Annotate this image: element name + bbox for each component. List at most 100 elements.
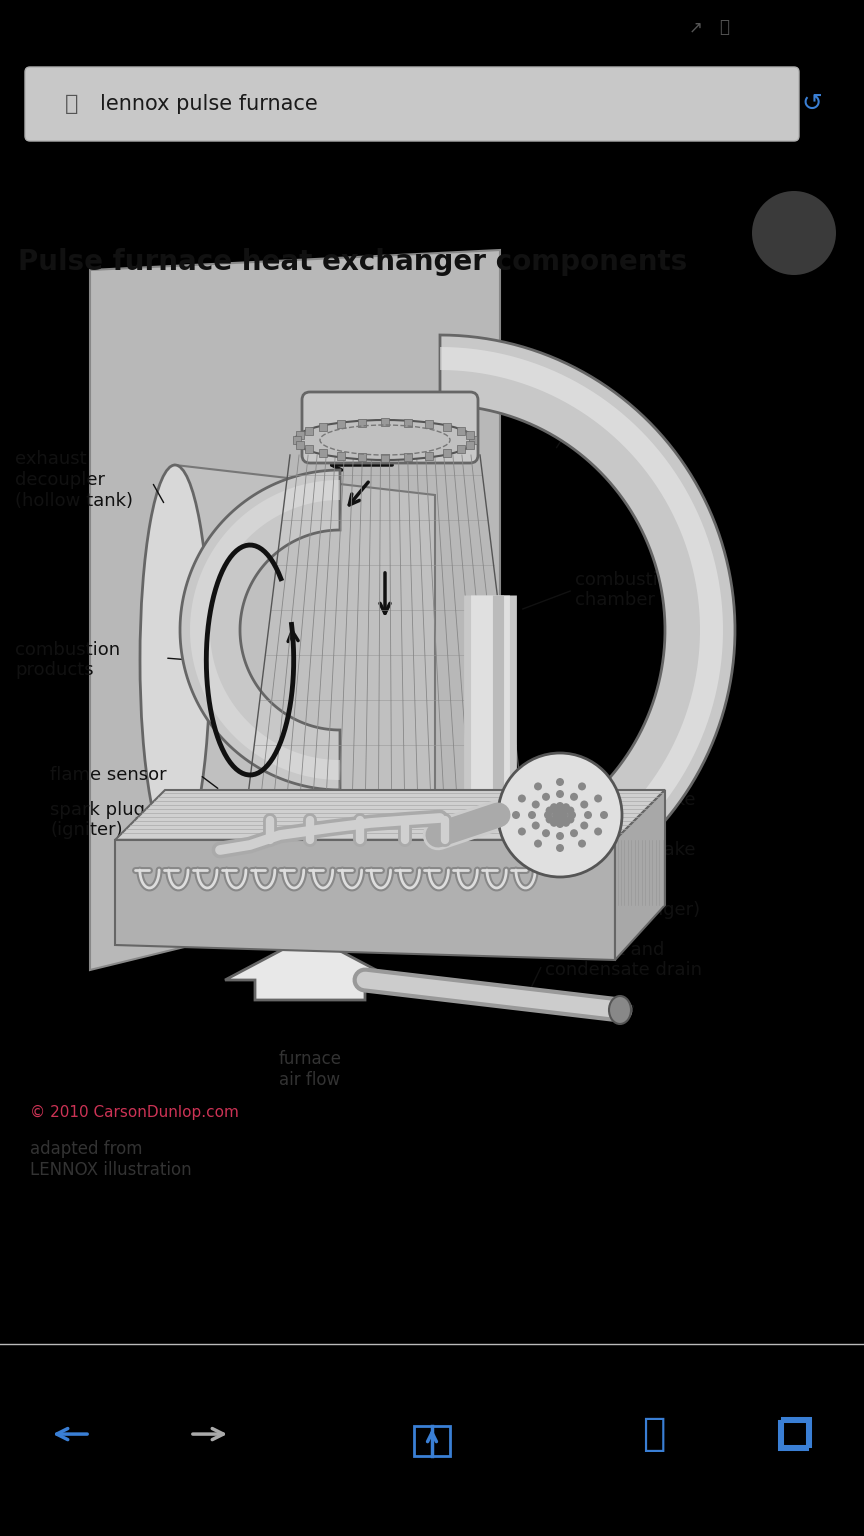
Bar: [425, 421, 433, 429]
Bar: [359, 419, 366, 427]
Text: flue vent and
condensate drain: flue vent and condensate drain: [545, 940, 702, 980]
Bar: [414, 1425, 450, 1456]
Circle shape: [545, 816, 554, 823]
Circle shape: [556, 779, 564, 786]
Text: heat coil
(heat exchanger): heat coil (heat exchanger): [545, 880, 700, 920]
Circle shape: [26, 22, 38, 32]
Circle shape: [550, 803, 558, 811]
Bar: [305, 445, 313, 453]
Text: 63%: 63%: [782, 18, 819, 35]
Bar: [319, 424, 327, 432]
Bar: [359, 453, 366, 461]
Circle shape: [544, 811, 552, 819]
Circle shape: [581, 822, 588, 829]
Polygon shape: [440, 347, 723, 912]
Text: air
intake: air intake: [640, 820, 696, 860]
Circle shape: [556, 833, 564, 840]
Text: combustion
chamber: combustion chamber: [575, 570, 680, 610]
Text: ⧆: ⧆: [642, 1415, 665, 1453]
Circle shape: [531, 800, 540, 808]
Bar: [293, 436, 301, 444]
Bar: [457, 427, 465, 435]
Circle shape: [562, 819, 570, 826]
Bar: [305, 427, 313, 435]
Circle shape: [552, 806, 568, 823]
Polygon shape: [90, 250, 500, 971]
Circle shape: [545, 806, 554, 814]
Circle shape: [568, 811, 576, 819]
FancyBboxPatch shape: [302, 392, 478, 462]
Circle shape: [534, 782, 542, 791]
Circle shape: [581, 800, 588, 808]
Text: Pulse furnace heat exchanger components: Pulse furnace heat exchanger components: [18, 247, 687, 276]
Circle shape: [512, 811, 520, 819]
Bar: [296, 441, 304, 449]
Circle shape: [534, 840, 542, 848]
Circle shape: [156, 29, 160, 32]
Bar: [443, 424, 451, 432]
Circle shape: [518, 828, 526, 836]
Circle shape: [570, 829, 578, 837]
Circle shape: [600, 811, 608, 819]
Circle shape: [570, 793, 578, 800]
Ellipse shape: [140, 465, 210, 856]
Text: © 2010 CarsonDunlop.com: © 2010 CarsonDunlop.com: [30, 1104, 238, 1120]
Bar: [319, 449, 327, 456]
Circle shape: [550, 819, 558, 826]
Bar: [381, 455, 389, 462]
Text: ⌕: ⌕: [66, 94, 79, 114]
Circle shape: [584, 811, 592, 819]
Circle shape: [578, 840, 586, 848]
Polygon shape: [115, 790, 665, 840]
Polygon shape: [115, 840, 615, 960]
Circle shape: [594, 794, 602, 802]
Circle shape: [567, 806, 575, 814]
Text: furnace
air flow: furnace air flow: [278, 1051, 341, 1089]
Text: ∗: ∗: [749, 17, 766, 35]
Circle shape: [518, 794, 526, 802]
Ellipse shape: [295, 419, 475, 459]
Bar: [779, 1421, 807, 1448]
Polygon shape: [190, 479, 340, 780]
Circle shape: [44, 22, 56, 32]
Text: spark plug
(igniter): spark plug (igniter): [50, 800, 145, 839]
Bar: [782, 1418, 810, 1445]
Circle shape: [562, 803, 570, 811]
Circle shape: [542, 793, 550, 800]
Bar: [469, 436, 477, 444]
Bar: [457, 445, 465, 453]
Circle shape: [8, 22, 20, 32]
Circle shape: [528, 811, 536, 819]
Circle shape: [531, 822, 540, 829]
Bar: [466, 432, 474, 439]
Text: AT&T: AT&T: [118, 18, 171, 35]
Circle shape: [542, 829, 550, 837]
Text: gas
intake: gas intake: [640, 771, 696, 809]
Circle shape: [752, 190, 836, 275]
Bar: [856, 23, 860, 31]
Bar: [403, 453, 412, 461]
Text: ↗: ↗: [689, 18, 703, 35]
Polygon shape: [615, 790, 665, 960]
Text: adapted from
LENNOX illustration: adapted from LENNOX illustration: [30, 1140, 192, 1178]
Bar: [296, 432, 304, 439]
Bar: [466, 441, 474, 449]
Bar: [337, 452, 345, 459]
Text: lennox pulse furnace: lennox pulse furnace: [100, 94, 318, 114]
Bar: [425, 452, 433, 459]
Circle shape: [594, 828, 602, 836]
Text: flame sensor: flame sensor: [50, 766, 167, 783]
Bar: [829, 18, 847, 35]
Circle shape: [556, 790, 564, 799]
Text: combustion
products: combustion products: [15, 641, 120, 679]
Bar: [403, 419, 412, 427]
Circle shape: [556, 802, 564, 809]
FancyBboxPatch shape: [25, 68, 799, 141]
Polygon shape: [175, 465, 435, 856]
Circle shape: [556, 820, 564, 828]
Ellipse shape: [609, 995, 631, 1025]
Circle shape: [578, 782, 586, 791]
Text: exhaust
decoupler
(hollow tank): exhaust decoupler (hollow tank): [15, 450, 133, 510]
Text: ⦿: ⦿: [719, 18, 729, 35]
Text: tail pipe: tail pipe: [570, 421, 644, 439]
